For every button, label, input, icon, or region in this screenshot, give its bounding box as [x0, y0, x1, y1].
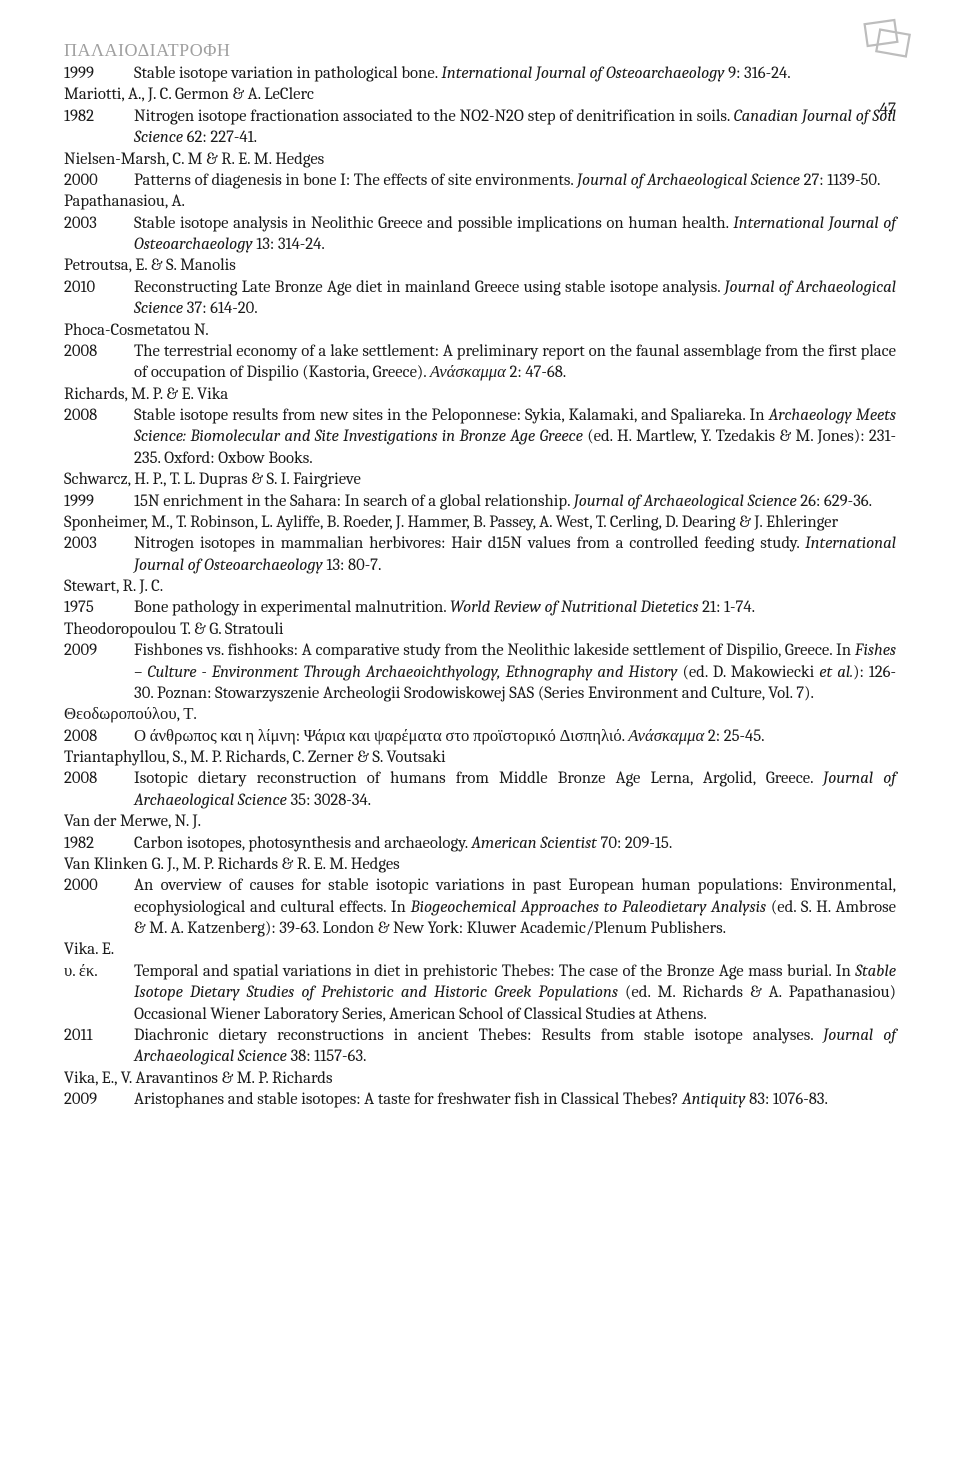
running-head: ΠΑΛΑΙΟΔΙΑΤΡΟΦΗ: [64, 40, 896, 61]
reference-entry: 2000An overview of causes for stable iso…: [64, 875, 896, 939]
reference-entry: 2009Aristophanes and stable isotopes: A …: [64, 1089, 896, 1110]
reference-year: 1975: [64, 597, 134, 618]
reference-citation: An overview of causes for stable isotopi…: [134, 875, 896, 939]
reference-entry: 2011Diachronic dietary reconstructions i…: [64, 1025, 896, 1068]
reference-year: 1982: [64, 833, 134, 854]
reference-citation: Stable isotope analysis in Neolithic Gre…: [134, 213, 896, 256]
reference-author: Van Klinken G. J., M. P. Richards & R. E…: [64, 854, 896, 875]
reference-year: 1982: [64, 106, 134, 149]
reference-entry: 2003Nitrogen isotopes in mammalian herbi…: [64, 533, 896, 576]
references-list: 1999Stable isotope variation in patholog…: [64, 63, 896, 1110]
reference-citation: Nitrogen isotopes in mammalian herbivore…: [134, 533, 896, 576]
corner-ornament-icon: [858, 16, 916, 68]
reference-citation: Bone pathology in experimental malnutrit…: [134, 597, 896, 618]
reference-year: 2010: [64, 277, 134, 320]
reference-year: υ. έκ.: [64, 961, 134, 1025]
reference-citation: Isotopic dietary reconstruction of human…: [134, 768, 896, 811]
reference-entry: 2008The terrestrial economy of a lake se…: [64, 341, 896, 384]
reference-citation: Aristophanes and stable isotopes: A tast…: [134, 1089, 896, 1110]
reference-entry: 1982Nitrogen isotope fractionation assoc…: [64, 106, 896, 149]
reference-author: Petroutsa, E. & S. Manolis: [64, 255, 896, 276]
reference-year: 2000: [64, 170, 134, 191]
reference-entry: 2009Fishbones vs. fishhooks: A comparati…: [64, 640, 896, 704]
reference-author: Van der Merwe, N. J.: [64, 811, 896, 832]
reference-citation: Ο άνθρωπος και η λίμνη: Ψάρια και ψαρέμα…: [134, 726, 896, 747]
reference-author: Θεοδωροπούλου, Τ.: [64, 704, 896, 725]
reference-year: 1999: [64, 63, 134, 84]
reference-author: Papathanasiou, A.: [64, 191, 896, 212]
reference-entry: 2010Reconstructing Late Bronze Age diet …: [64, 277, 896, 320]
reference-author: Triantaphyllou, S., M. P. Richards, C. Z…: [64, 747, 896, 768]
page-container: ΠΑΛΑΙΟΔΙΑΤΡΟΦΗ 47 1999Stable isotope var…: [0, 0, 960, 1170]
reference-citation: Nitrogen isotope fractionation associate…: [134, 106, 896, 149]
reference-citation: Carbon isotopes, photosynthesis and arch…: [134, 833, 896, 854]
reference-author: Stewart, R. J. C.: [64, 576, 896, 597]
reference-entry: 1999Stable isotope variation in patholog…: [64, 63, 896, 84]
reference-year: 2008: [64, 726, 134, 747]
reference-entry: 2008Ο άνθρωπος και η λίμνη: Ψάρια και ψα…: [64, 726, 896, 747]
reference-entry: 2008Isotopic dietary reconstruction of h…: [64, 768, 896, 811]
reference-year: 2008: [64, 405, 134, 469]
reference-author: Theodoropoulou T. & G. Stratouli: [64, 619, 896, 640]
reference-entry: υ. έκ.Temporal and spatial variations in…: [64, 961, 896, 1025]
reference-author: Richards, M. P. & E. Vika: [64, 384, 896, 405]
reference-entry: 1982Carbon isotopes, photosynthesis and …: [64, 833, 896, 854]
reference-author: Sponheimer, M., T. Robinson, L. Ayliffe,…: [64, 512, 896, 533]
reference-entry: 2008Stable isotope results from new site…: [64, 405, 896, 469]
page-number: 47: [858, 100, 896, 119]
reference-author: Phoca-Cosmetatou N.: [64, 320, 896, 341]
reference-year: 2000: [64, 875, 134, 939]
reference-citation: Stable isotope variation in pathological…: [134, 63, 896, 84]
page-number-block: 47: [858, 16, 916, 119]
reference-citation: Temporal and spatial variations in diet …: [134, 961, 896, 1025]
reference-citation: 15N enrichment in the Sahara: In search …: [134, 491, 896, 512]
reference-citation: The terrestrial economy of a lake settle…: [134, 341, 896, 384]
reference-year: 2008: [64, 768, 134, 811]
reference-citation: Diachronic dietary reconstructions in an…: [134, 1025, 896, 1068]
reference-year: 2009: [64, 1089, 134, 1110]
reference-citation: Stable isotope results from new sites in…: [134, 405, 896, 469]
reference-year: 2008: [64, 341, 134, 384]
reference-entry: 199915N enrichment in the Sahara: In sea…: [64, 491, 896, 512]
reference-year: 2003: [64, 533, 134, 576]
reference-entry: 2003Stable isotope analysis in Neolithic…: [64, 213, 896, 256]
reference-author: Nielsen-Marsh, C. M & R. E. M. Hedges: [64, 149, 896, 170]
reference-year: 1999: [64, 491, 134, 512]
reference-year: 2011: [64, 1025, 134, 1068]
reference-year: 2003: [64, 213, 134, 256]
reference-year: 2009: [64, 640, 134, 704]
reference-author: Vika. E.: [64, 939, 896, 960]
reference-entry: 1975Bone pathology in experimental malnu…: [64, 597, 896, 618]
reference-citation: Patterns of diagenesis in bone I: The ef…: [134, 170, 896, 191]
reference-citation: Reconstructing Late Bronze Age diet in m…: [134, 277, 896, 320]
reference-author: Vika, E., V. Aravantinos & M. P. Richard…: [64, 1068, 896, 1089]
reference-entry: 2000Patterns of diagenesis in bone I: Th…: [64, 170, 896, 191]
reference-author: Mariotti, A., J. C. Germon & A. LeClerc: [64, 84, 896, 105]
reference-citation: Fishbones vs. fishhooks: A comparative s…: [134, 640, 896, 704]
reference-author: Schwarcz, H. P., T. L. Dupras & S. I. Fa…: [64, 469, 896, 490]
